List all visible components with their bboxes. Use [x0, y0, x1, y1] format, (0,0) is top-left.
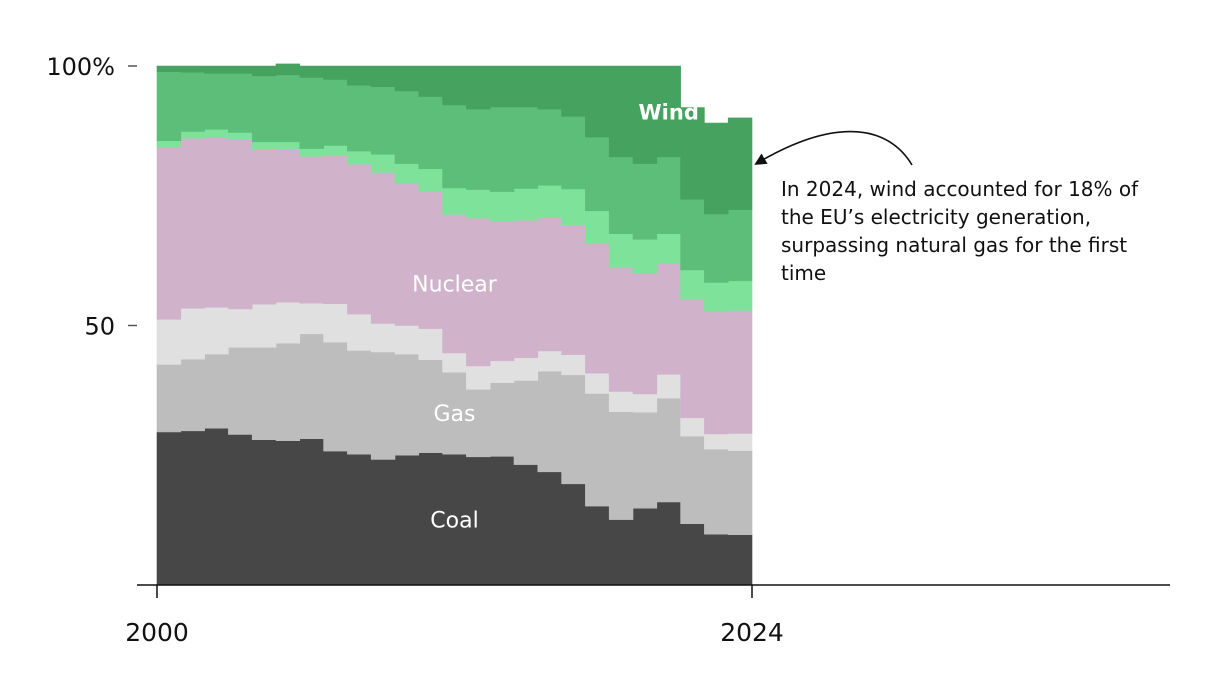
series-labels: Coal Gas Nuclear Wind: [412, 100, 699, 533]
y-tick-label: 100%: [46, 53, 115, 81]
x-tick-label: 2000: [125, 618, 189, 647]
series-label-gas: Gas: [434, 402, 476, 427]
y-tick-label: 50: [84, 313, 115, 341]
series-label-wind: Wind: [639, 100, 699, 124]
annotation-arrow-group: [754, 130, 913, 166]
series-label-coal: Coal: [430, 509, 478, 534]
annotation-arrow: [754, 130, 913, 166]
area-layers: [156, 63, 753, 586]
area-wind: [156, 63, 753, 215]
axes: 100% 50 2000 2024: [46, 53, 1170, 647]
x-tick-label: 2024: [720, 618, 784, 647]
annotation-text: In 2024, wind accounted for 18% of the E…: [781, 177, 1139, 285]
series-label-nuclear: Nuclear: [412, 273, 498, 298]
